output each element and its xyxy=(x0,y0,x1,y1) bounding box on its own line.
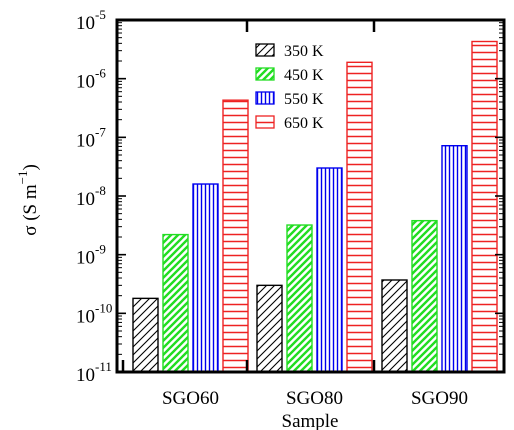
y-tick-base: 10 xyxy=(76,189,95,210)
y-tick-base: 10 xyxy=(76,130,95,151)
bar-sgo60-650k xyxy=(222,99,249,373)
bar-sgo80-450k xyxy=(286,224,313,373)
y-tick-label: 10-9 xyxy=(76,242,106,269)
y-tick-exponent: -8 xyxy=(95,183,106,198)
y-tick-exponent: -11 xyxy=(95,359,112,374)
y-tick-label: 10-11 xyxy=(76,359,112,386)
legend-swatch-350k xyxy=(255,43,275,57)
legend: 350 K 450 K 550 K 650 K xyxy=(255,43,324,132)
x-tick-label: SGO80 xyxy=(286,388,343,409)
y-tick-label: 10-6 xyxy=(76,66,106,93)
x-axis-label: Sample xyxy=(282,411,339,430)
bar-sgo90-550k xyxy=(441,145,468,373)
y-axis-label-exponent: −1 xyxy=(15,171,30,185)
bar-sgo90-450k xyxy=(411,219,438,373)
legend-label: 450 K xyxy=(284,67,324,84)
y-tick-exponent: -10 xyxy=(95,300,112,315)
legend-swatch-550k xyxy=(255,91,275,105)
y-tick-base: 10 xyxy=(76,248,95,269)
bar-sgo60-350k xyxy=(132,297,159,373)
legend-swatch-450k xyxy=(255,67,275,81)
plot-frame xyxy=(115,18,506,374)
x-tick-labels: SGO60 SGO80 SGO90 xyxy=(162,388,468,409)
legend-label: 350 K xyxy=(284,43,324,60)
y-axis-label-close: ) xyxy=(20,164,41,170)
legend-label: 550 K xyxy=(284,91,324,108)
legend-swatch-650k xyxy=(255,115,275,129)
y-axis-label-main: σ (S m xyxy=(20,184,41,236)
y-tick-exponent: -6 xyxy=(95,66,106,81)
y-tick-exponent: -5 xyxy=(95,7,106,22)
y-tick-label: 10-7 xyxy=(76,124,106,151)
x-tick-label: SGO60 xyxy=(162,388,219,409)
y-tick-label: 10-5 xyxy=(76,7,106,34)
y-tick-label: 10-8 xyxy=(76,183,106,210)
y-tick-base: 10 xyxy=(76,72,95,93)
y-tick-base: 10 xyxy=(76,306,95,327)
y-tick-label: 10-10 xyxy=(76,300,112,327)
legend-label: 650 K xyxy=(284,115,324,132)
bar-sgo60-550k xyxy=(192,183,219,373)
y-tick-base: 10 xyxy=(76,13,95,34)
bar-sgo60-450k xyxy=(162,233,189,373)
bar-sgo80-350k xyxy=(256,284,283,373)
y-tick-exponent: -7 xyxy=(95,124,106,139)
bar-sgo90-350k xyxy=(381,279,408,373)
y-tick-exponent: -9 xyxy=(95,242,106,257)
y-axis-label: σ (S m−1) xyxy=(15,164,41,236)
x-tick-label: SGO90 xyxy=(411,388,468,409)
bars-layer xyxy=(132,40,498,373)
bar-sgo80-650k xyxy=(346,61,373,373)
bar-sgo90-650k xyxy=(471,40,498,373)
y-tick-base: 10 xyxy=(76,365,95,386)
bar-sgo80-550k xyxy=(316,167,343,373)
